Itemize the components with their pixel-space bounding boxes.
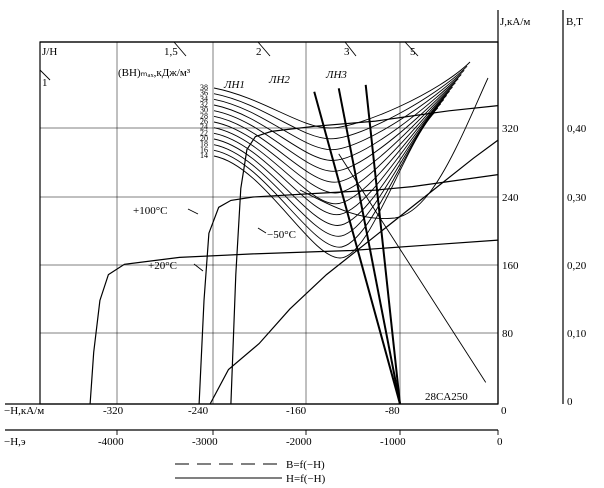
curve-series-2	[230, 105, 499, 405]
legend-solid-label: H=f(−H)	[286, 473, 326, 485]
h-tick-minus80: -80	[385, 405, 400, 417]
bhmax-contour-22	[213, 94, 448, 216]
bhmax-contour-24	[213, 90, 450, 205]
j-tick-80: 80	[502, 328, 514, 340]
top-tick-2: 2	[256, 46, 262, 58]
curve-series-1	[198, 174, 499, 405]
b-tick-040: 0,40	[567, 123, 587, 135]
oe-tick-minus1000: -1000	[380, 436, 406, 448]
material-code: 28CA250	[425, 391, 468, 403]
h-tick-minus240: -240	[188, 405, 209, 417]
ln2-label: ЛН2	[268, 74, 290, 86]
j-tick-240: 240	[502, 192, 519, 204]
curve-series-0	[89, 239, 499, 405]
bhmax-contour-16	[213, 107, 439, 248]
top-jh-ticks	[39, 41, 419, 81]
demag-curves	[89, 105, 499, 405]
curve-series-3	[209, 139, 499, 405]
legend-dashed-label: В=f(−H)	[286, 459, 325, 471]
load-line-1	[337, 88, 401, 405]
oe-tick-minus3000: -3000	[192, 436, 218, 448]
load-line-0	[313, 91, 401, 405]
bhmax-value-30: 30	[200, 106, 208, 115]
bhmax-contour-18	[213, 103, 442, 237]
grid	[40, 42, 498, 404]
bhmax-value-20: 20	[200, 134, 208, 143]
anno-plus100: +100°С	[133, 205, 167, 217]
top-tick-3: 3	[344, 46, 350, 58]
anno-plus20: +20°С	[148, 260, 177, 272]
bhmax-value-22: 22	[200, 128, 208, 137]
h-tick-minus160: -160	[286, 405, 307, 417]
bhmax-value-36: 36	[200, 89, 208, 98]
h-tick-0: 0	[501, 405, 507, 417]
load-lines	[313, 84, 487, 405]
legend: В=f(−H) H=f(−H)	[175, 459, 326, 485]
bhmax-value-18: 18	[200, 140, 208, 149]
load-line-2	[364, 84, 401, 405]
top-axis-title: J/H	[42, 46, 57, 58]
ln3-label: ЛН3	[325, 69, 347, 81]
top-tick-1: 1	[42, 77, 48, 89]
b-tick-030: 0,30	[567, 192, 587, 204]
bhmax-value-26: 26	[200, 117, 208, 126]
oe-tick-minus2000: -2000	[286, 436, 312, 448]
bhmax-value-28: 28	[200, 111, 208, 120]
load-line-3	[338, 153, 487, 383]
top-tick-1-5: 1,5	[164, 46, 178, 58]
bhmax-value-24: 24	[200, 123, 208, 132]
j-axis-title: J,кА/м	[500, 16, 530, 28]
bhmax-contour-30	[213, 78, 459, 172]
j-tick-160: 160	[502, 260, 519, 272]
bhmax-value-16: 16	[200, 145, 208, 154]
ln1-label: ЛН1	[223, 79, 245, 91]
h-axis-title: −Н,кА/м	[4, 405, 44, 417]
j-tick-320: 320	[502, 123, 519, 135]
oe-axis-title: −Н,э	[4, 436, 26, 448]
bhmax-value-14: 14	[200, 151, 208, 160]
bhmax-label: (ВН)ₘₐₓ,кДж/м³	[118, 67, 191, 79]
bhmax-value-32: 32	[200, 100, 208, 109]
oe-tick-minus4000: -4000	[98, 436, 124, 448]
anno-minus50: −50°С	[267, 229, 296, 241]
b-tick-0: 0	[567, 396, 573, 408]
top-tick-5: 5	[410, 46, 416, 58]
bhmax-contour-14	[213, 111, 436, 259]
bhmax-contour-34	[213, 69, 465, 151]
b-tick-010: 0,10	[567, 328, 587, 340]
bhmax-contour-38	[213, 61, 471, 129]
bhmax-value-38: 38	[200, 83, 208, 92]
bhmax-envelope	[299, 77, 489, 220]
b-axis-title: В,Т	[566, 16, 583, 28]
bhmax-contour-36	[213, 65, 468, 140]
oe-tick-0: 0	[497, 436, 503, 448]
bhmax-contour-20	[213, 99, 445, 226]
bhmax-value-34: 34	[200, 94, 208, 103]
h-tick-minus320: -320	[103, 405, 124, 417]
b-tick-020: 0,20	[567, 260, 587, 272]
oe-ticks	[116, 430, 499, 435]
bhmax-contour-26	[213, 86, 453, 194]
